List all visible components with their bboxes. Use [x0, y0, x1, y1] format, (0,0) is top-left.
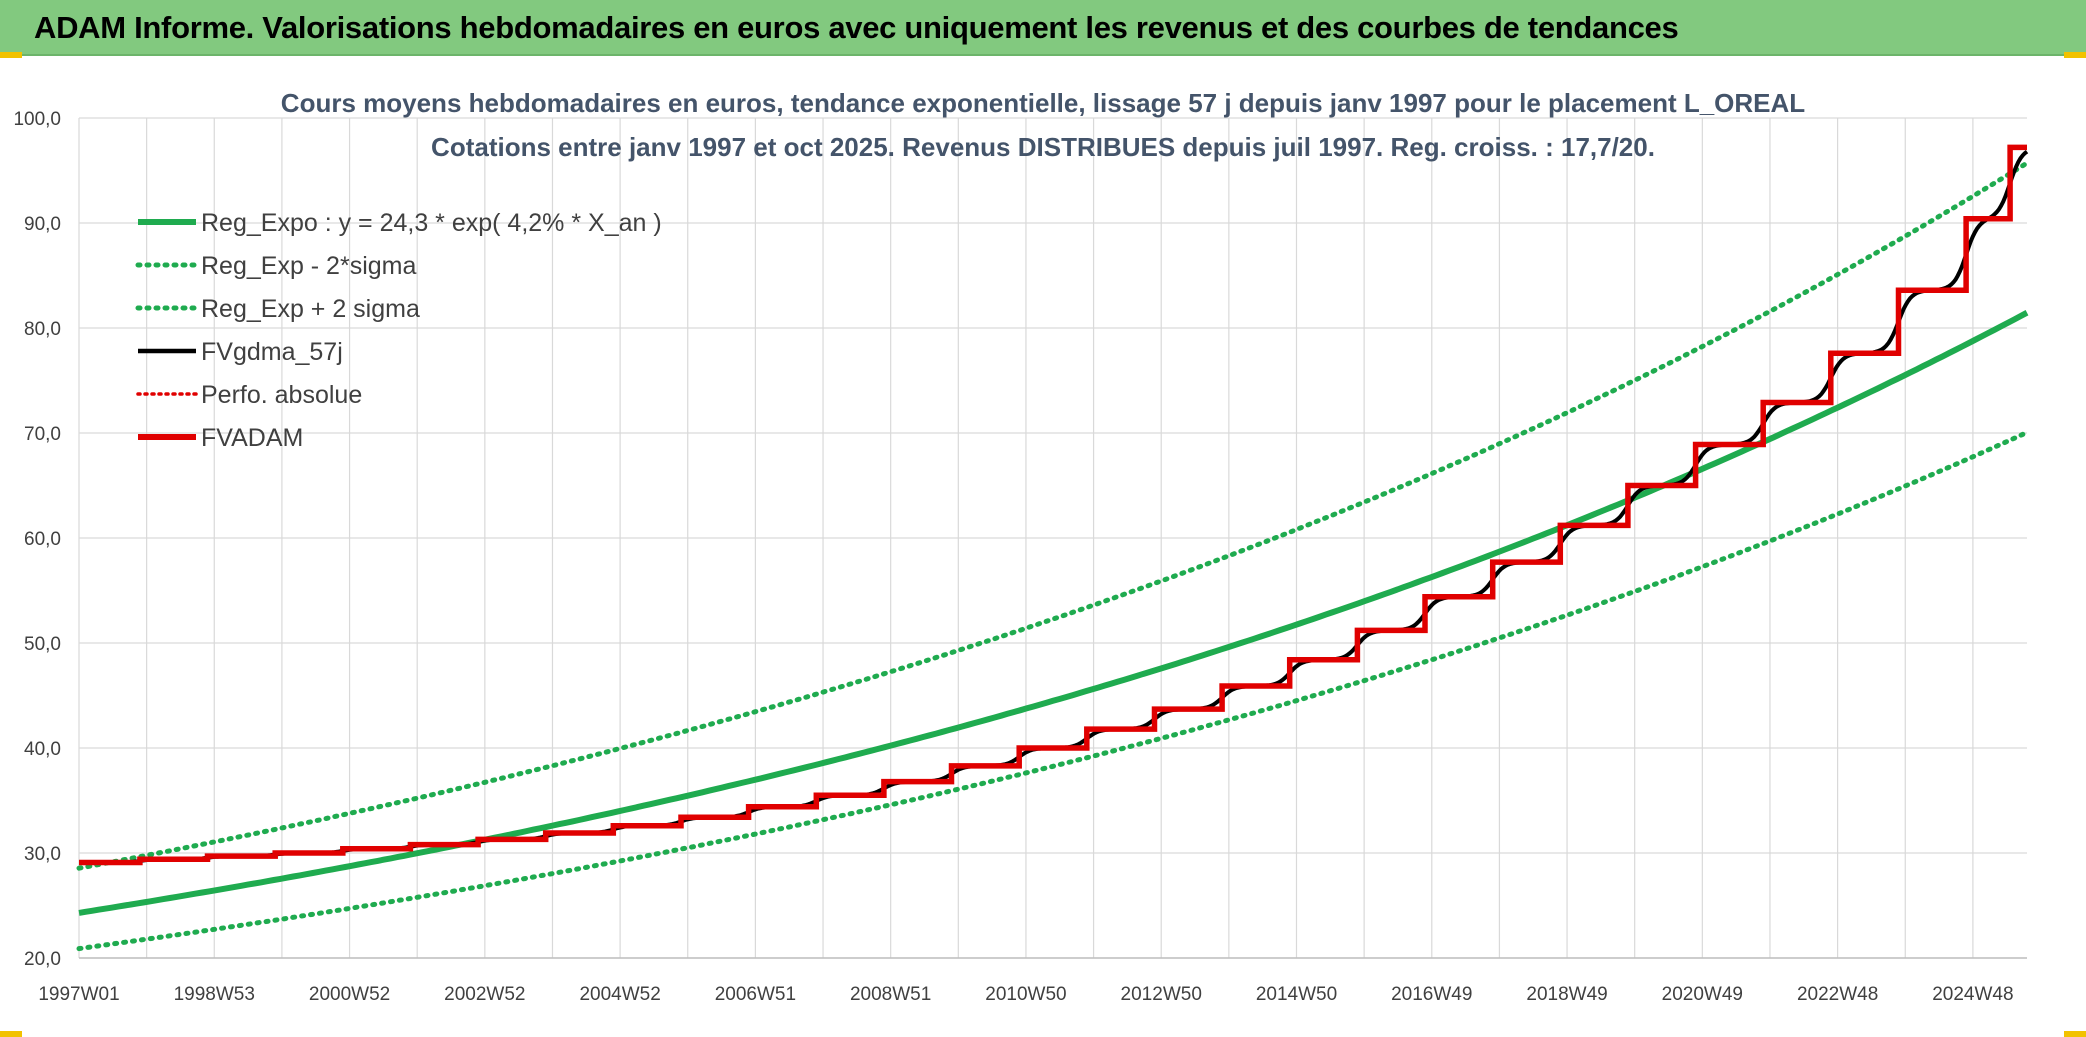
y-tick-label: 100,0: [13, 109, 61, 130]
corner-marker: [2064, 1031, 2086, 1037]
x-tick-label: 2024W48: [1932, 984, 2013, 1005]
header-bar: ADAM Informe. Valorisations hebdomadaire…: [0, 0, 2086, 56]
x-tick-label: 2006W51: [715, 984, 796, 1005]
x-tick-label: 2016W49: [1391, 984, 1472, 1005]
y-tick-label: 80,0: [24, 319, 61, 340]
series-reg-expo: [78, 310, 2029, 916]
chart-subtitle: Cotations entre janv 1997 et oct 2025. R…: [431, 132, 1655, 162]
chart-title: Cours moyens hebdomadaires en euros, ten…: [281, 88, 1805, 118]
x-tick-label: 2022W48: [1797, 984, 1878, 1005]
x-tick-label: 2002W52: [444, 984, 525, 1005]
x-tick-label: 2004W52: [579, 984, 660, 1005]
legend-label: FVgdma_57j: [201, 338, 343, 366]
y-tick-label: 90,0: [24, 214, 61, 235]
x-tick-label: 2018W49: [1526, 984, 1607, 1005]
y-tick-label: 30,0: [24, 844, 61, 865]
series-fvadam: [79, 144, 2027, 866]
series-reg-exp-plus-2sigma: [76, 160, 2030, 871]
y-tick-label: 70,0: [24, 424, 61, 445]
series-reg-exp-minus-2sigma: [76, 429, 2030, 952]
x-tick-label: 1998W53: [174, 984, 255, 1005]
x-tick-label: 2014W50: [1256, 984, 1337, 1005]
legend-label: Reg_Exp - 2*sigma: [201, 252, 416, 280]
corner-marker: [0, 52, 22, 58]
y-tick-label: 60,0: [24, 529, 61, 550]
y-tick-label: 40,0: [24, 739, 61, 760]
legend: Reg_Expo : y = 24,3 * exp( 4,2% * X_an )…: [135, 209, 662, 452]
x-tick-label: 2008W51: [850, 984, 931, 1005]
x-tick-label: 2012W50: [1121, 984, 1202, 1005]
x-tick-label: 2010W50: [985, 984, 1066, 1005]
legend-label: Perfo. absolue: [201, 381, 362, 409]
y-tick-label: 50,0: [24, 634, 61, 655]
x-tick-label: 1997W01: [38, 984, 119, 1005]
header-title: ADAM Informe. Valorisations hebdomadaire…: [34, 10, 1679, 45]
grid: [78, 117, 2027, 959]
corner-marker: [0, 1031, 22, 1037]
axis-ticks: 20,0 30,0 40,0 50,0 60,0 70,0 80,0 90,0 100,0 199…: [13, 109, 2013, 1005]
legend-label: Reg_Exp + 2 sigma: [201, 295, 420, 323]
x-tick-label: 2020W49: [1662, 984, 1743, 1005]
y-tick-label: 20,0: [24, 949, 61, 970]
x-tick-label: 2000W52: [309, 984, 390, 1005]
legend-label: FVADAM: [201, 424, 303, 452]
legend-label: Reg_Expo : y = 24,3 * exp( 4,2% * X_an ): [201, 209, 662, 237]
plot-series: [76, 144, 2030, 952]
corner-marker: [2064, 52, 2086, 58]
